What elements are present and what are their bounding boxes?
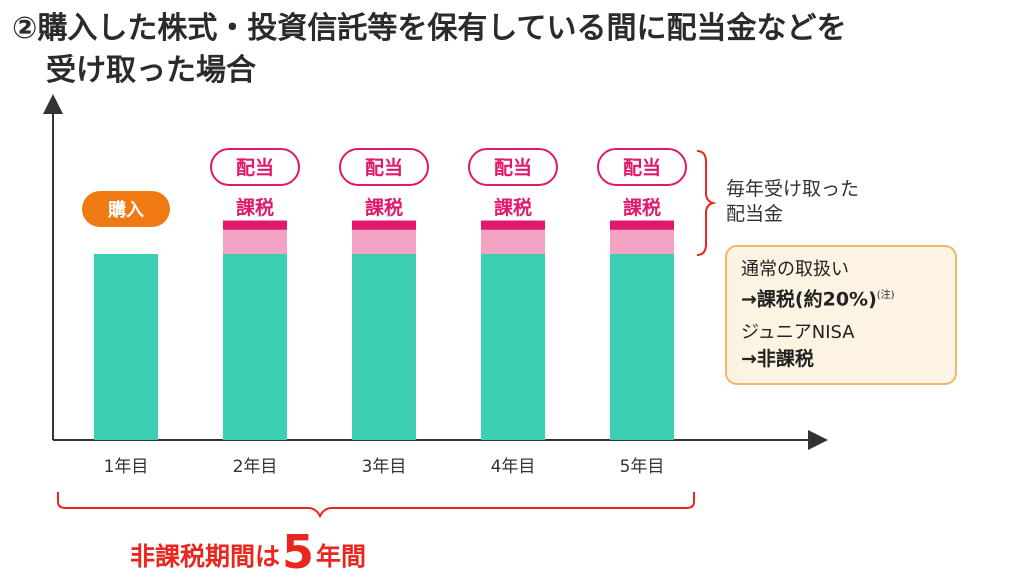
period-suffix: 年間: [316, 542, 367, 571]
bar-segment-1-4: [481, 254, 545, 440]
bar-segment-3-3: [352, 220, 416, 230]
tax-label: 課税: [494, 196, 532, 219]
period-number: 5: [282, 525, 315, 579]
normal-value-text: →課税(約20%): [741, 288, 877, 311]
bar-segment-1-3: [352, 254, 416, 440]
nisa-title: ジュニアNISA: [741, 322, 855, 344]
period-prefix: 非課税期間は: [130, 542, 281, 571]
bar-segment-2-2: [223, 229, 287, 254]
bar-segment-2-3: [352, 229, 416, 254]
dividend-label: 配当: [365, 156, 403, 179]
tax-label: 課税: [623, 196, 661, 219]
x-tick-label: 4年目: [491, 457, 536, 477]
period-brace: [57, 492, 695, 519]
chart-heading: ②購入した株式・投資信託等を保有している間に配当金などを 受け取った場合: [12, 8, 1012, 92]
bar-segment-3-4: [481, 220, 545, 230]
tax-label: 課税: [236, 196, 274, 219]
dividend-brace: [696, 150, 717, 256]
x-tick-label: 3年目: [362, 457, 407, 477]
normal-title: 通常の取扱い: [741, 259, 849, 280]
purchase-pill: [82, 191, 170, 227]
bar-segment-2-5: [610, 229, 674, 254]
bar-segment-1-1: [94, 254, 158, 440]
dividend-label: 配当: [236, 156, 274, 179]
dividend-pill: [339, 148, 429, 186]
tax-free-period: 非課税期間は5年間: [130, 527, 460, 582]
x-tick-label: 5年目: [620, 457, 665, 477]
normal-value: →課税(約20%)(注): [741, 283, 941, 312]
normal-note: (注): [876, 290, 895, 301]
heading-line-2: 受け取った場合: [46, 53, 256, 88]
dividend-pill: [210, 148, 300, 186]
nisa-value: →非課税: [741, 348, 814, 371]
x-tick-label: 2年目: [233, 457, 278, 477]
purchase-label: 購入: [107, 199, 144, 221]
tax-label: 課税: [365, 196, 403, 219]
bar-segment-3-2: [223, 220, 287, 230]
heading-line-1: ②購入した株式・投資信託等を保有している間に配当金などを: [12, 11, 847, 46]
tick-labels-group: 1年目 2年目 3年目 4年目 5年目: [104, 457, 665, 477]
bar-segment-1-2: [223, 254, 287, 440]
dividend-pill: [597, 148, 687, 186]
bar-segment-3-5: [610, 220, 674, 230]
bar-segment-2-4: [481, 229, 545, 254]
x-tick-label: 1年目: [104, 457, 149, 477]
dividend-pill: [468, 148, 558, 186]
dividend-label: 配当: [623, 156, 661, 179]
dividend-label: 配当: [494, 156, 532, 179]
dividend-note-line-2: 配当金: [726, 203, 784, 225]
dividend-note-line-1: 毎年受け取った: [726, 178, 860, 200]
tax-info-box: 通常の取扱い →課税(約20%)(注) ジュニアNISA →非課税: [725, 245, 957, 385]
bar-segment-1-5: [610, 254, 674, 440]
dividend-note: 毎年受け取った 配当金: [726, 177, 926, 227]
